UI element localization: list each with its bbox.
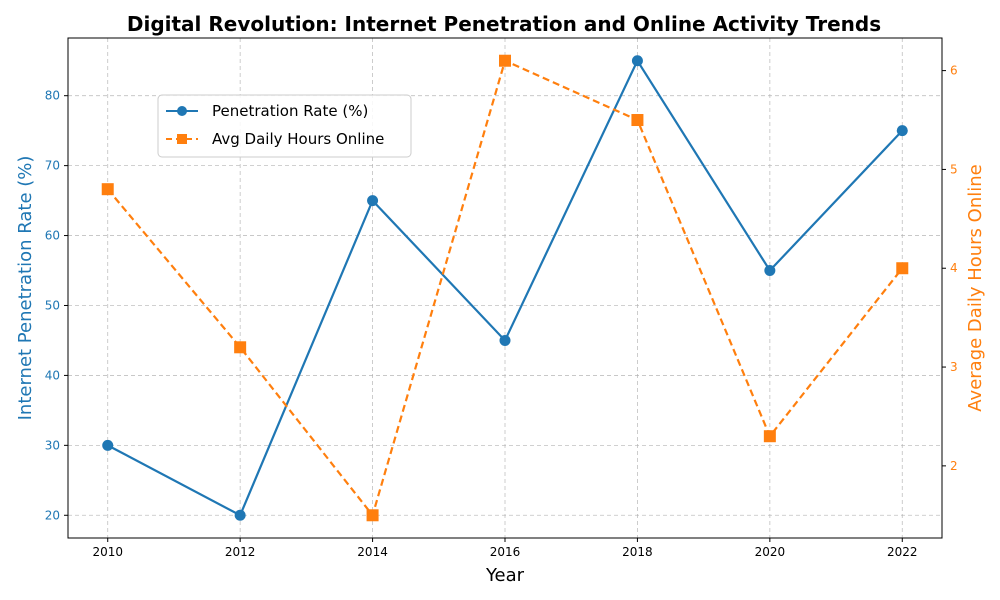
right-axis-label: Average Daily Hours Online bbox=[965, 164, 986, 411]
data-point-hours bbox=[366, 509, 379, 522]
left-axis-label: Internet Penetration Rate (%) bbox=[15, 156, 36, 421]
legend-label-hours: Avg Daily Hours Online bbox=[212, 130, 384, 148]
left-tick-label: 40 bbox=[45, 368, 60, 382]
left-tick-label: 30 bbox=[45, 438, 60, 452]
data-point-penetration bbox=[234, 509, 246, 521]
left-axis-ticks: 20 30 40 50 60 70 80 bbox=[45, 89, 68, 522]
x-tick-label: 2018 bbox=[622, 545, 653, 559]
data-point-penetration bbox=[102, 439, 114, 451]
grid bbox=[68, 38, 942, 538]
legend-marker-penetration bbox=[177, 106, 187, 116]
legend-label-penetration: Penetration Rate (%) bbox=[212, 102, 368, 120]
left-tick-label: 20 bbox=[45, 508, 60, 522]
left-tick-label: 60 bbox=[45, 229, 60, 243]
legend: Penetration Rate (%) Avg Daily Hours Onl… bbox=[157, 94, 412, 158]
data-point-penetration bbox=[764, 265, 776, 277]
legend-marker-hours bbox=[177, 134, 187, 144]
x-tick-label: 2014 bbox=[357, 545, 388, 559]
x-axis-label: Year bbox=[485, 565, 525, 586]
data-point-hours bbox=[234, 341, 247, 354]
left-tick-label: 70 bbox=[45, 159, 60, 173]
x-tick-label: 2022 bbox=[887, 545, 918, 559]
data-point-hours bbox=[631, 114, 644, 127]
data-point-penetration bbox=[499, 334, 511, 346]
legend-box bbox=[157, 94, 412, 158]
data-point-hours bbox=[101, 183, 114, 196]
data-point-hours bbox=[896, 262, 909, 275]
chart-title: Digital Revolution: Internet Penetration… bbox=[127, 12, 881, 36]
x-tick-label: 2010 bbox=[92, 545, 123, 559]
left-tick-label: 50 bbox=[45, 298, 60, 312]
right-tick-label: 4 bbox=[950, 261, 958, 275]
right-axis-ticks: 2 3 4 5 6 bbox=[942, 64, 958, 473]
x-tick-label: 2020 bbox=[755, 545, 786, 559]
data-point-penetration bbox=[896, 125, 908, 137]
right-tick-label: 6 bbox=[950, 64, 958, 78]
right-tick-label: 2 bbox=[950, 459, 958, 473]
data-point-hours bbox=[499, 54, 511, 67]
x-axis-ticks: 2010 2012 2014 2016 2018 2020 2022 bbox=[92, 538, 918, 559]
x-tick-label: 2016 bbox=[490, 545, 521, 559]
series-layer bbox=[101, 54, 909, 522]
data-point-penetration bbox=[631, 55, 643, 67]
right-tick-label: 3 bbox=[950, 360, 958, 374]
x-tick-label: 2012 bbox=[225, 545, 256, 559]
data-point-hours bbox=[763, 430, 776, 443]
data-point-penetration bbox=[367, 195, 379, 207]
left-tick-label: 80 bbox=[45, 89, 60, 103]
right-tick-label: 5 bbox=[950, 162, 958, 176]
